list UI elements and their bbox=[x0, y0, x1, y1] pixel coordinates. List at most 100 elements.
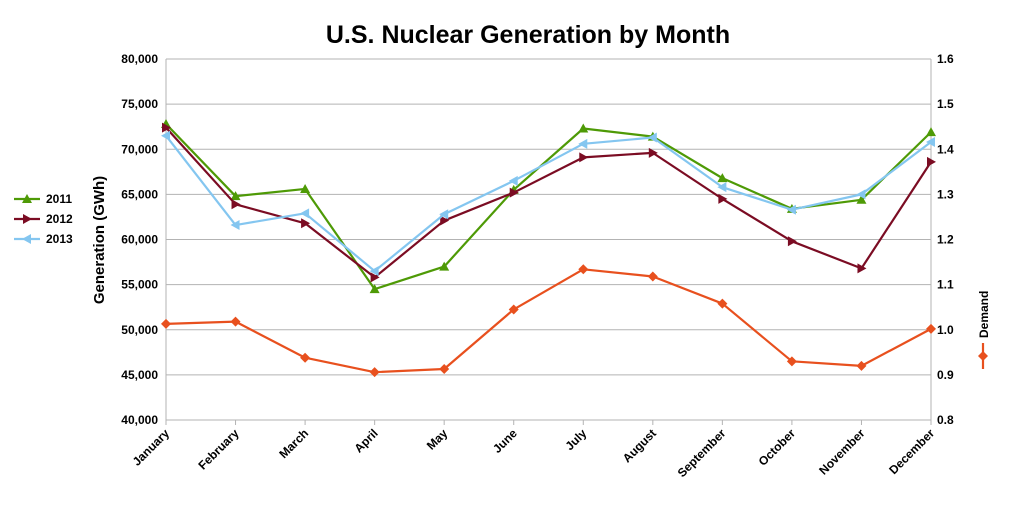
data-point bbox=[578, 138, 588, 149]
left-tick-label: 60,000 bbox=[121, 233, 158, 247]
data-point bbox=[648, 147, 658, 158]
series-line bbox=[165, 126, 932, 279]
data-point bbox=[509, 187, 519, 198]
legend-label: 2012 bbox=[46, 212, 73, 226]
data-point bbox=[926, 127, 936, 137]
data-point bbox=[369, 266, 379, 277]
x-tick-label: October bbox=[756, 426, 799, 469]
right-tick-label: 1.1 bbox=[937, 278, 954, 292]
x-axis-ticks: January February March April May June July Augu… bbox=[130, 420, 937, 480]
left-tick-label: 75,000 bbox=[121, 97, 158, 111]
x-tick-label: July bbox=[563, 426, 590, 453]
legend-item-2011: 2011 bbox=[14, 192, 72, 206]
data-point bbox=[369, 284, 380, 294]
legend: 2011 2012 2013 Demand bbox=[14, 192, 991, 369]
data-point bbox=[300, 352, 311, 363]
x-tick-label: September bbox=[675, 426, 729, 480]
right-tick-label: 1.6 bbox=[937, 52, 954, 66]
right-tick-label: 0.9 bbox=[937, 368, 954, 382]
data-point bbox=[440, 215, 450, 226]
series-2012 bbox=[162, 122, 936, 283]
data-point bbox=[786, 356, 797, 367]
data-point bbox=[717, 182, 727, 193]
legend-label: Demand bbox=[977, 291, 991, 338]
data-point bbox=[439, 209, 449, 220]
data-point bbox=[717, 173, 728, 183]
data-point bbox=[230, 316, 241, 327]
left-tick-label: 65,000 bbox=[121, 187, 158, 201]
data-point bbox=[162, 122, 171, 133]
x-tick-label: February bbox=[195, 426, 241, 472]
data-point bbox=[927, 156, 936, 167]
data-point bbox=[786, 204, 796, 215]
left-tick-label: 50,000 bbox=[121, 323, 158, 337]
data-point bbox=[856, 194, 867, 204]
left-tick-label: 45,000 bbox=[121, 368, 158, 382]
data-point bbox=[161, 318, 171, 329]
data-point bbox=[300, 183, 311, 193]
data-point bbox=[22, 194, 32, 203]
data-point bbox=[978, 351, 988, 361]
legend-item-demand: Demand bbox=[977, 291, 991, 369]
data-point bbox=[231, 199, 241, 210]
x-tick-label: March bbox=[276, 426, 311, 461]
data-point bbox=[370, 272, 380, 283]
data-point bbox=[23, 214, 32, 224]
data-point bbox=[578, 123, 589, 133]
x-tick-label: May bbox=[424, 426, 451, 453]
data-point bbox=[300, 208, 310, 219]
x-tick-label: April bbox=[352, 426, 381, 455]
data-point bbox=[787, 236, 797, 247]
series-2011 bbox=[161, 118, 936, 294]
left-tick-label: 70,000 bbox=[121, 142, 158, 156]
data-point bbox=[301, 218, 311, 229]
data-point bbox=[230, 220, 240, 231]
data-point bbox=[439, 261, 450, 271]
data-point bbox=[22, 234, 31, 244]
right-tick-label: 1.5 bbox=[937, 97, 954, 111]
legend-label: 2013 bbox=[46, 232, 73, 246]
x-tick-label: January bbox=[130, 426, 173, 469]
grid-lines bbox=[166, 58, 931, 421]
legend-label: 2011 bbox=[46, 192, 72, 206]
right-tick-label: 1.4 bbox=[937, 142, 954, 156]
data-point bbox=[857, 263, 867, 274]
right-axis-ticks: 0.8 0.9 1.0 1.1 1.2 1.3 1.4 1.5 1.6 bbox=[937, 52, 954, 427]
data-point bbox=[717, 298, 728, 309]
legend-item-2013: 2013 bbox=[14, 232, 73, 246]
data-point bbox=[369, 367, 380, 378]
data-point bbox=[508, 304, 519, 315]
x-tick-label: December bbox=[886, 426, 937, 477]
data-point bbox=[230, 191, 241, 201]
right-tick-label: 0.8 bbox=[937, 413, 954, 427]
data-point bbox=[856, 189, 866, 200]
series-line bbox=[165, 268, 932, 374]
data-point bbox=[926, 323, 936, 334]
data-point bbox=[439, 364, 450, 375]
data-point bbox=[508, 175, 518, 186]
y-axis-label: Generation (GWh) bbox=[91, 176, 108, 304]
data-point bbox=[647, 132, 657, 143]
series-2013 bbox=[161, 130, 935, 277]
data-point bbox=[926, 137, 935, 148]
data-point bbox=[579, 152, 589, 163]
left-axis-ticks: 40,000 45,000 50,000 55,000 60,000 65,000 70,0… bbox=[121, 52, 158, 427]
right-tick-label: 1.2 bbox=[937, 233, 954, 247]
data-point bbox=[647, 271, 658, 282]
x-tick-label: August bbox=[620, 426, 659, 465]
data-point bbox=[718, 193, 728, 204]
left-tick-label: 55,000 bbox=[121, 278, 158, 292]
data-point bbox=[856, 360, 867, 371]
chart-title: U.S. Nuclear Generation by Month bbox=[326, 21, 730, 49]
x-tick-label: November bbox=[816, 426, 868, 478]
right-tick-label: 1.0 bbox=[937, 323, 954, 337]
right-tick-label: 1.3 bbox=[937, 187, 954, 201]
series-line bbox=[165, 135, 932, 273]
x-tick-label: June bbox=[490, 426, 520, 456]
left-tick-label: 40,000 bbox=[121, 413, 158, 427]
data-point bbox=[578, 264, 589, 275]
data-point bbox=[161, 130, 170, 141]
left-tick-label: 80,000 bbox=[121, 52, 158, 66]
legend-item-2012: 2012 bbox=[14, 212, 73, 226]
